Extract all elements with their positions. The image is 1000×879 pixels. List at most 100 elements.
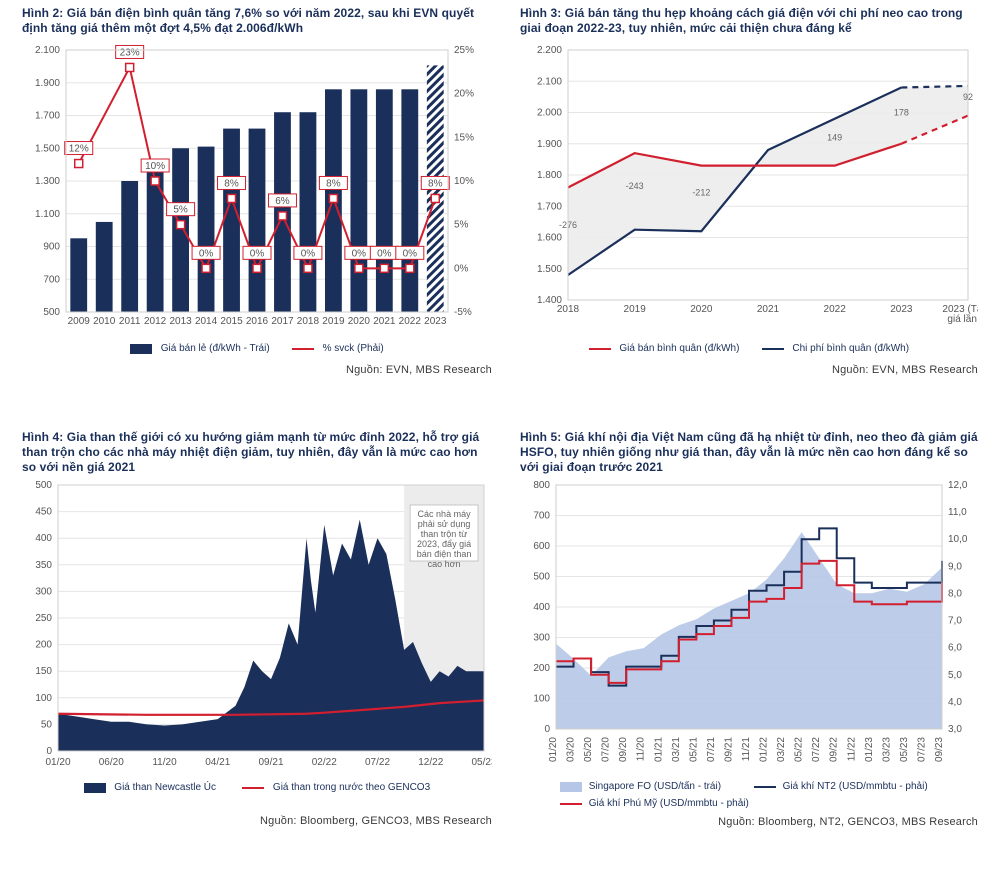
svg-text:09/22: 09/22	[829, 737, 840, 762]
svg-text:07/20: 07/20	[601, 737, 612, 762]
svg-text:03/21: 03/21	[671, 737, 682, 762]
svg-text:100: 100	[35, 693, 52, 704]
chart4-source: Nguồn: Bloomberg, GENCO3, MBS Research	[22, 815, 492, 827]
svg-text:2020: 2020	[348, 316, 371, 327]
svg-text:2020: 2020	[690, 304, 713, 315]
svg-text:2012: 2012	[144, 316, 167, 327]
svg-text:2016: 2016	[246, 316, 269, 327]
chart4-legend-line: Giá than trong nước theo GENCO3	[273, 782, 430, 793]
svg-text:01/20: 01/20	[548, 737, 559, 762]
svg-text:10%: 10%	[145, 161, 165, 172]
svg-text:500: 500	[533, 572, 550, 583]
svg-text:11/20: 11/20	[636, 737, 647, 762]
svg-text:4,0: 4,0	[948, 697, 962, 708]
svg-text:2023: 2023	[424, 316, 447, 327]
svg-text:03/22: 03/22	[776, 737, 787, 762]
svg-text:11/22: 11/22	[846, 737, 857, 762]
svg-text:2023: 2023	[890, 304, 913, 315]
svg-text:0%: 0%	[352, 248, 367, 259]
svg-text:07/23: 07/23	[916, 737, 927, 762]
svg-text:100: 100	[533, 694, 550, 705]
svg-text:phải sử dụng: phải sử dụng	[418, 519, 471, 529]
svg-text:350: 350	[35, 560, 52, 571]
svg-text:01/23: 01/23	[864, 737, 875, 762]
svg-text:400: 400	[35, 533, 52, 544]
svg-text:12/22: 12/22	[418, 757, 443, 768]
svg-text:05/21: 05/21	[688, 737, 699, 762]
svg-text:09/21: 09/21	[258, 757, 283, 768]
svg-text:2011: 2011	[119, 316, 141, 327]
svg-text:01/22: 01/22	[759, 737, 770, 762]
svg-text:1.300: 1.300	[35, 176, 60, 187]
svg-text:300: 300	[533, 633, 550, 644]
svg-text:07/22: 07/22	[365, 757, 390, 768]
svg-text:2.100: 2.100	[35, 45, 60, 56]
svg-text:1.100: 1.100	[35, 209, 60, 220]
svg-text:600: 600	[533, 541, 550, 552]
svg-text:6,0: 6,0	[948, 643, 962, 654]
svg-text:2.200: 2.200	[537, 45, 562, 56]
svg-text:01/21: 01/21	[653, 737, 664, 762]
svg-text:7,0: 7,0	[948, 616, 962, 627]
svg-text:0: 0	[46, 746, 52, 757]
svg-text:07/21: 07/21	[706, 737, 717, 762]
svg-text:-243: -243	[626, 181, 644, 191]
svg-text:10%: 10%	[454, 176, 474, 187]
svg-text:1.900: 1.900	[35, 78, 60, 89]
svg-text:700: 700	[43, 274, 60, 285]
svg-text:2015: 2015	[220, 316, 243, 327]
svg-text:5%: 5%	[173, 205, 188, 216]
svg-text:2009: 2009	[68, 316, 91, 327]
chart4-panel: Hình 4: Gia than thế giới có xu hướng gi…	[22, 430, 492, 827]
svg-text:04/21: 04/21	[205, 757, 230, 768]
svg-text:11/21: 11/21	[741, 737, 752, 762]
svg-text:cao hơn: cao hơn	[428, 559, 461, 569]
page: Hình 2: Giá bán điện bình quân tăng 7,6%…	[0, 0, 1000, 879]
svg-text:2019: 2019	[322, 316, 345, 327]
chart2-panel: Hình 2: Giá bán điện bình quân tăng 7,6%…	[22, 6, 492, 376]
svg-text:500: 500	[43, 307, 60, 318]
chart2-legend-line: % svck (Phải)	[323, 343, 384, 354]
svg-text:2018: 2018	[557, 304, 580, 315]
svg-text:2017: 2017	[271, 316, 294, 327]
svg-text:1.700: 1.700	[537, 201, 562, 212]
svg-text:0%: 0%	[377, 248, 392, 259]
svg-text:15%: 15%	[454, 132, 474, 143]
svg-text:1.600: 1.600	[537, 233, 562, 244]
svg-text:2022: 2022	[824, 304, 847, 315]
svg-text:-5%: -5%	[454, 307, 472, 318]
chart3-panel: Hình 3: Giá bán tăng thu hẹp khoảng cách…	[520, 6, 978, 376]
svg-text:1.500: 1.500	[35, 143, 60, 154]
chart5-svg: 01002003004005006007008003,04,05,06,07,0…	[520, 475, 978, 775]
svg-text:149: 149	[827, 133, 842, 143]
svg-text:11,0: 11,0	[948, 507, 967, 518]
svg-text:0%: 0%	[199, 248, 214, 259]
svg-text:07/22: 07/22	[811, 737, 822, 762]
svg-text:9,0: 9,0	[948, 561, 962, 572]
chart3-legend-navy: Chi phí bình quân (đ/kWh)	[792, 343, 909, 354]
svg-text:20%: 20%	[454, 89, 474, 100]
svg-text:2013: 2013	[169, 316, 192, 327]
svg-text:8%: 8%	[326, 178, 341, 189]
svg-text:8%: 8%	[224, 178, 239, 189]
svg-text:800: 800	[533, 480, 550, 491]
svg-text:Các nhà máy: Các nhà máy	[418, 509, 472, 519]
svg-text:0: 0	[544, 724, 550, 735]
svg-text:09/21: 09/21	[723, 737, 734, 762]
svg-text:900: 900	[43, 242, 60, 253]
chart2-legend-bar: Giá bán lẻ (đ/kWh - Trái)	[161, 343, 270, 354]
chart2-svg: 5007009001.1001.3001.5001.7001.9002.100-…	[22, 36, 492, 336]
chart4-title: Hình 4: Gia than thế giới có xu hướng gi…	[22, 430, 492, 475]
svg-text:01/20: 01/20	[45, 757, 70, 768]
svg-text:giá lần 2): giá lần 2)	[947, 313, 978, 325]
svg-text:2.100: 2.100	[537, 76, 562, 87]
svg-text:12,0: 12,0	[948, 480, 968, 491]
svg-text:bán điện than: bán điện than	[417, 549, 472, 559]
svg-text:8,0: 8,0	[948, 588, 962, 599]
svg-text:1.900: 1.900	[537, 139, 562, 150]
svg-text:09/23: 09/23	[934, 737, 945, 762]
chart5-title: Hình 5: Giá khí nội địa Việt Nam cũng đã…	[520, 430, 978, 475]
svg-text:200: 200	[533, 663, 550, 674]
chart5-panel: Hình 5: Giá khí nội địa Việt Nam cũng đã…	[520, 430, 978, 828]
svg-text:5,0: 5,0	[948, 670, 962, 681]
